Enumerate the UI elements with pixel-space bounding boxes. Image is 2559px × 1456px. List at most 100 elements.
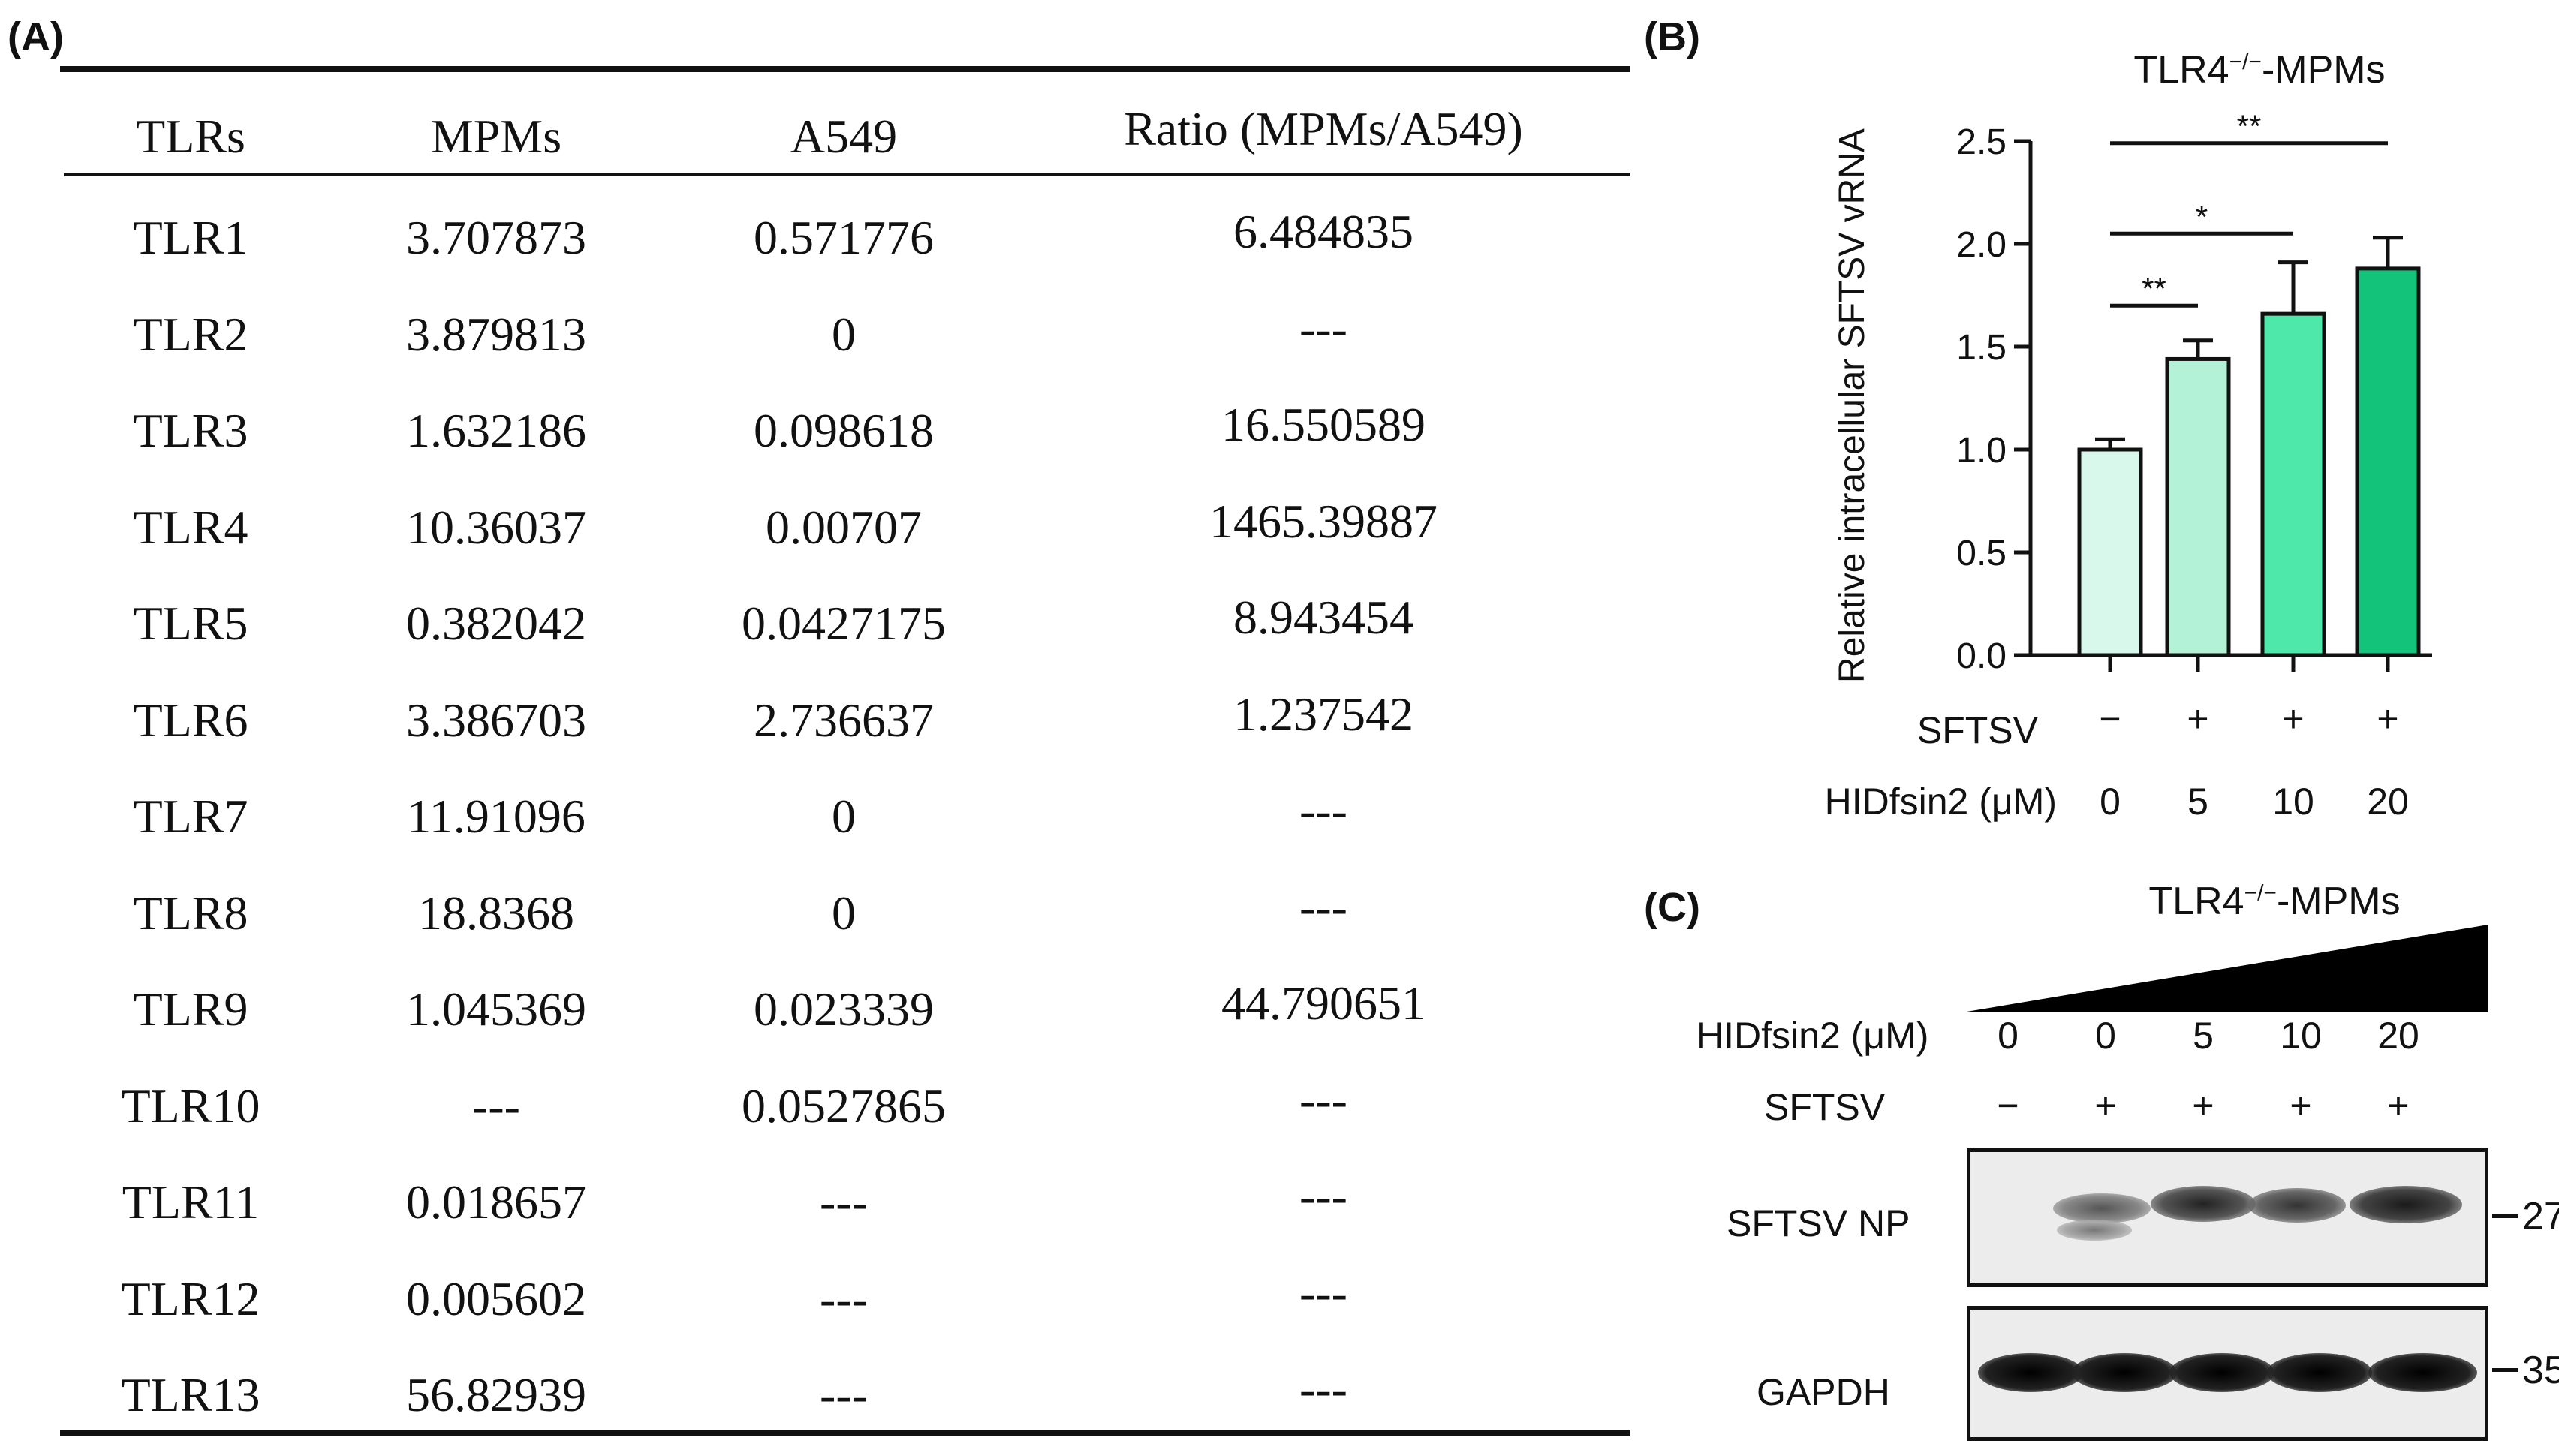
cell-tlr: TLR1 bbox=[133, 211, 248, 264]
sftsv-sign: + bbox=[2387, 1084, 2410, 1127]
panel-c-sftsv-label: SFTSV bbox=[1764, 1086, 1886, 1128]
dose-label: 20 bbox=[2377, 1015, 2419, 1057]
panel-b-label: (B) bbox=[1644, 14, 1700, 59]
cell-a549: 0.00707 bbox=[766, 500, 922, 554]
y-tick-label: 2.0 bbox=[1956, 225, 2007, 265]
sftsv-row-label: SFTSV bbox=[1917, 709, 2039, 751]
significance-label: ** bbox=[2142, 271, 2166, 306]
cell-mpms: 56.82939 bbox=[406, 1368, 586, 1421]
dose-label: 0 bbox=[1998, 1015, 2019, 1057]
dose-label: 5 bbox=[2193, 1015, 2214, 1057]
x-tick-label: 5 bbox=[2187, 781, 2208, 823]
cell-mpms: 0.018657 bbox=[406, 1175, 586, 1229]
x-tick-label: 10 bbox=[2272, 781, 2314, 823]
panel-c-title: TLR4−/−-MPMs bbox=[2148, 880, 2401, 923]
gapdh-band-lane-4 bbox=[2267, 1353, 2372, 1392]
sftsv-sign: + bbox=[2377, 698, 2398, 740]
table-top-rule bbox=[60, 66, 1630, 72]
header-mpms: MPMs bbox=[430, 110, 562, 163]
cell-a549: 0 bbox=[832, 790, 856, 843]
x-tick-label: 0 bbox=[2100, 781, 2121, 823]
y-tick-label: 1.5 bbox=[1956, 328, 2007, 368]
cell-mpms: 0.005602 bbox=[406, 1271, 586, 1325]
sftsv-sign: + bbox=[2192, 1084, 2214, 1127]
cell-tlr: TLR5 bbox=[133, 597, 248, 650]
y-tick-label: 2.5 bbox=[1956, 122, 2007, 162]
cell-tlr: TLR3 bbox=[133, 404, 248, 457]
cell-a549: 2.736637 bbox=[754, 693, 934, 747]
cell-ratio: --- bbox=[1299, 1072, 1347, 1127]
cell-tlr: TLR9 bbox=[133, 982, 248, 1036]
sftsv-sign: + bbox=[2094, 1084, 2117, 1127]
cell-a549: 0.023339 bbox=[754, 982, 934, 1036]
gapdh-band-lane-3 bbox=[2169, 1353, 2274, 1392]
cell-mpms: --- bbox=[472, 1078, 520, 1133]
y-tick-label: 1.0 bbox=[1956, 431, 2007, 471]
cell-ratio: --- bbox=[1299, 301, 1347, 355]
header-ratio: Ratio (MPMs/A549) bbox=[1124, 102, 1523, 155]
bar-10 bbox=[2260, 311, 2326, 657]
gapdh-band-lane-2 bbox=[2072, 1353, 2177, 1392]
cell-tlr: TLR10 bbox=[121, 1078, 260, 1133]
kda-27-label: 27KDa bbox=[2522, 1195, 2559, 1238]
significance-label: ** bbox=[2237, 109, 2262, 144]
cell-tlr: TLR7 bbox=[133, 790, 248, 843]
cell-ratio: 16.550589 bbox=[1221, 398, 1426, 451]
cell-a549: --- bbox=[820, 1271, 868, 1325]
np-band-lane-5 bbox=[2350, 1186, 2462, 1223]
panel-b-chart: (B) TLR4−/−-MPMs 0.0 0.5 1.0 1.5 2.0 2.5 Relati… bbox=[1636, 0, 2559, 848]
cell-tlr: TLR13 bbox=[121, 1368, 260, 1421]
panel-c-label: (C) bbox=[1644, 885, 1700, 930]
cell-tlr: TLR12 bbox=[121, 1271, 260, 1325]
significance-label: * bbox=[2196, 199, 2208, 234]
bar-0 bbox=[2077, 447, 2143, 657]
cell-ratio: --- bbox=[1299, 880, 1347, 934]
panel-c-western-blot: (C) TLR4−/−-MPMs HIDfsin2 (μM) 0 0 5 10 20 S… bbox=[1636, 848, 2559, 1456]
bar-chart: TLR4−/−-MPMs 0.0 0.5 1.0 1.5 2.0 2.5 Relative i… bbox=[1825, 48, 2432, 823]
cell-ratio: 44.790651 bbox=[1221, 976, 1426, 1030]
y-axis-label: Relative intracellular SFTSV vRNA bbox=[1832, 128, 1872, 683]
gapdh-band-lane-5 bbox=[2368, 1353, 2477, 1392]
table-header-rule bbox=[64, 173, 1630, 176]
header-tlrs: TLRs bbox=[136, 110, 245, 163]
hidfsin2-row-label: HIDfsin2 (μM) bbox=[1825, 781, 2057, 823]
cell-a549: --- bbox=[820, 1368, 868, 1421]
blot-gapdh bbox=[1967, 1306, 2488, 1441]
panel-c-hidfsin2-label: HIDfsin2 (μM) bbox=[1696, 1015, 1929, 1057]
chart-title: TLR4−/−-MPMs bbox=[2133, 48, 2385, 92]
blot-gapdh-label: GAPDH bbox=[1757, 1371, 1890, 1413]
gapdh-band-lane-1 bbox=[1978, 1353, 2083, 1392]
cell-mpms: 1.045369 bbox=[406, 982, 586, 1036]
cell-tlr: TLR4 bbox=[133, 500, 248, 554]
np-band-lane-4 bbox=[2248, 1188, 2346, 1223]
cell-a549: 0.571776 bbox=[754, 211, 934, 264]
cell-tlr: TLR11 bbox=[122, 1175, 260, 1229]
cell-mpms: 10.36037 bbox=[406, 500, 586, 554]
bar-20 bbox=[2355, 266, 2421, 657]
cell-ratio: 1.237542 bbox=[1233, 687, 1413, 741]
kda-35-label: 35KDa bbox=[2522, 1349, 2559, 1392]
cell-mpms: 18.8368 bbox=[418, 886, 574, 940]
sftsv-sign: + bbox=[2282, 698, 2304, 740]
kda-27-tick bbox=[2492, 1214, 2518, 1218]
dose-label: 0 bbox=[2095, 1015, 2116, 1057]
y-tick-label: 0.0 bbox=[1956, 636, 2007, 676]
panel-a-label: (A) bbox=[8, 14, 64, 59]
header-a549: A549 bbox=[790, 110, 898, 163]
cell-ratio: --- bbox=[1299, 1169, 1347, 1223]
bar-5 bbox=[2165, 356, 2231, 657]
blot-sftsv-np bbox=[1967, 1148, 2488, 1287]
cell-a549: 0.098618 bbox=[754, 404, 934, 457]
cell-mpms: 3.707873 bbox=[406, 211, 586, 264]
np-band-lane-2 bbox=[2053, 1193, 2151, 1223]
cell-ratio: --- bbox=[1299, 784, 1347, 837]
cell-ratio: --- bbox=[1299, 1265, 1347, 1319]
cell-ratio: --- bbox=[1299, 1362, 1347, 1415]
np-band-lane-3 bbox=[2151, 1186, 2256, 1222]
cell-tlr: TLR8 bbox=[133, 886, 248, 940]
cell-ratio: 1465.39887 bbox=[1209, 494, 1438, 548]
kda-35-tick bbox=[2492, 1368, 2518, 1372]
cell-a549: 0 bbox=[832, 886, 856, 940]
x-tick-label: 20 bbox=[2367, 781, 2409, 823]
sftsv-sign: − bbox=[2099, 698, 2121, 740]
